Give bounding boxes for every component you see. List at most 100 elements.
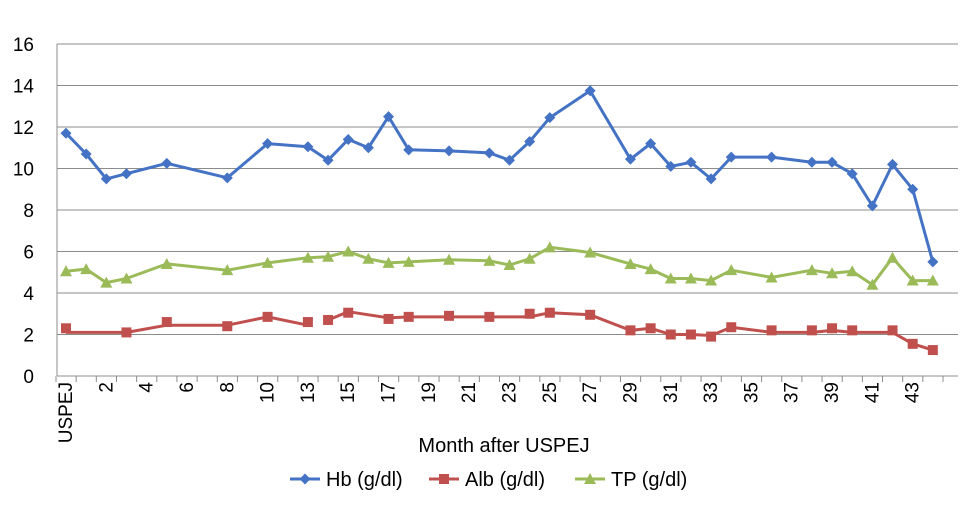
data-point [665, 329, 676, 340]
data-point [705, 274, 718, 286]
data-point [806, 325, 817, 336]
x-tick-label: USPEJ [56, 382, 77, 443]
data-point [80, 263, 93, 275]
legend: Hb (g/dl) Alb (g/dl) TP (g/dl) [290, 469, 687, 491]
data-point [503, 258, 516, 270]
data-point [80, 148, 92, 160]
x-tick-label: 2 [96, 382, 117, 393]
y-tick-label: 14 [13, 77, 35, 98]
legend-label: Alb (g/dl) [465, 469, 545, 491]
data-point [262, 138, 274, 150]
data-point [322, 154, 334, 166]
data-point [60, 127, 72, 139]
y-tick-label: 8 [23, 201, 34, 222]
series-0 [60, 85, 939, 268]
x-tick-label: 13 [298, 382, 319, 403]
x-tick-label: 10 [258, 382, 279, 403]
legend-marker [584, 473, 596, 484]
data-point [161, 317, 172, 328]
data-point [342, 133, 354, 145]
y-axis-ticks: 0 2 4 6 8 10 12 14 16 [13, 35, 35, 388]
y-tick-label: 16 [13, 35, 34, 56]
data-point [805, 264, 818, 276]
data-point [826, 156, 838, 168]
data-point [645, 138, 657, 150]
data-point [926, 274, 939, 286]
data-point [222, 321, 233, 332]
series-1 [61, 307, 938, 356]
data-point [705, 173, 717, 185]
data-point [585, 309, 596, 320]
data-point [644, 263, 657, 275]
x-tick-label: 25 [540, 382, 561, 403]
x-tick-label: 21 [459, 382, 480, 403]
data-point [100, 173, 112, 185]
data-point [706, 331, 717, 342]
data-point [544, 112, 556, 124]
x-tick-label: 31 [661, 382, 682, 403]
data-point [301, 251, 314, 263]
data-point [584, 85, 596, 97]
data-point [725, 151, 737, 163]
data-point [362, 252, 375, 264]
data-point [826, 267, 839, 279]
data-point [524, 136, 536, 148]
data-point [61, 323, 71, 334]
data-point [121, 327, 132, 338]
y-tick-label: 12 [13, 118, 34, 139]
x-axis-ticks: USPEJ 2 4 6 8 10 13 15 17 19 21 23 25 27 29 31 33 35 37 39 4… [56, 382, 924, 444]
x-tick-label: 17 [379, 382, 400, 403]
data-point [725, 264, 738, 276]
series-line [327, 310, 934, 352]
data-point [625, 325, 636, 336]
series-line [64, 89, 935, 263]
x-tick-label: 37 [782, 382, 803, 403]
data-point [806, 156, 818, 168]
data-point [827, 323, 838, 334]
data-point [523, 252, 536, 264]
y-tick-label: 10 [13, 160, 34, 181]
series-layer [60, 85, 939, 356]
y-tick-label: 2 [23, 326, 34, 347]
x-tick-label: 43 [903, 382, 924, 403]
x-tick-label: 27 [580, 382, 601, 403]
data-point [261, 256, 274, 268]
data-point [262, 311, 273, 322]
data-point [846, 168, 858, 180]
series-line [66, 315, 309, 334]
data-point [684, 272, 697, 284]
data-point [302, 317, 313, 328]
data-point [382, 256, 395, 268]
x-tick-label: 8 [217, 382, 238, 393]
data-point [887, 158, 899, 170]
data-point [120, 272, 133, 284]
data-point [766, 151, 778, 163]
data-point [624, 153, 636, 165]
x-tick-label: 15 [338, 382, 359, 403]
x-tick-label: 35 [741, 382, 762, 403]
data-point [685, 156, 697, 168]
data-point [443, 253, 456, 265]
data-point [907, 183, 919, 195]
legend-item: Hb (g/dl) [290, 469, 403, 491]
data-point [343, 307, 354, 318]
series-2 [60, 241, 939, 290]
data-point [444, 310, 455, 321]
data-point [765, 271, 778, 283]
data-point [766, 325, 777, 336]
data-point [383, 313, 394, 324]
data-point [221, 172, 233, 184]
data-point [100, 276, 113, 288]
data-point [60, 265, 72, 277]
data-point [322, 250, 335, 262]
data-point [402, 255, 415, 267]
data-point [483, 254, 496, 266]
data-point [504, 154, 515, 166]
x-tick-label: 4 [137, 382, 158, 393]
x-tick-label: 41 [862, 382, 883, 403]
data-point [664, 272, 677, 284]
series-line [65, 245, 933, 287]
data-point [887, 325, 898, 336]
data-point [726, 322, 737, 333]
